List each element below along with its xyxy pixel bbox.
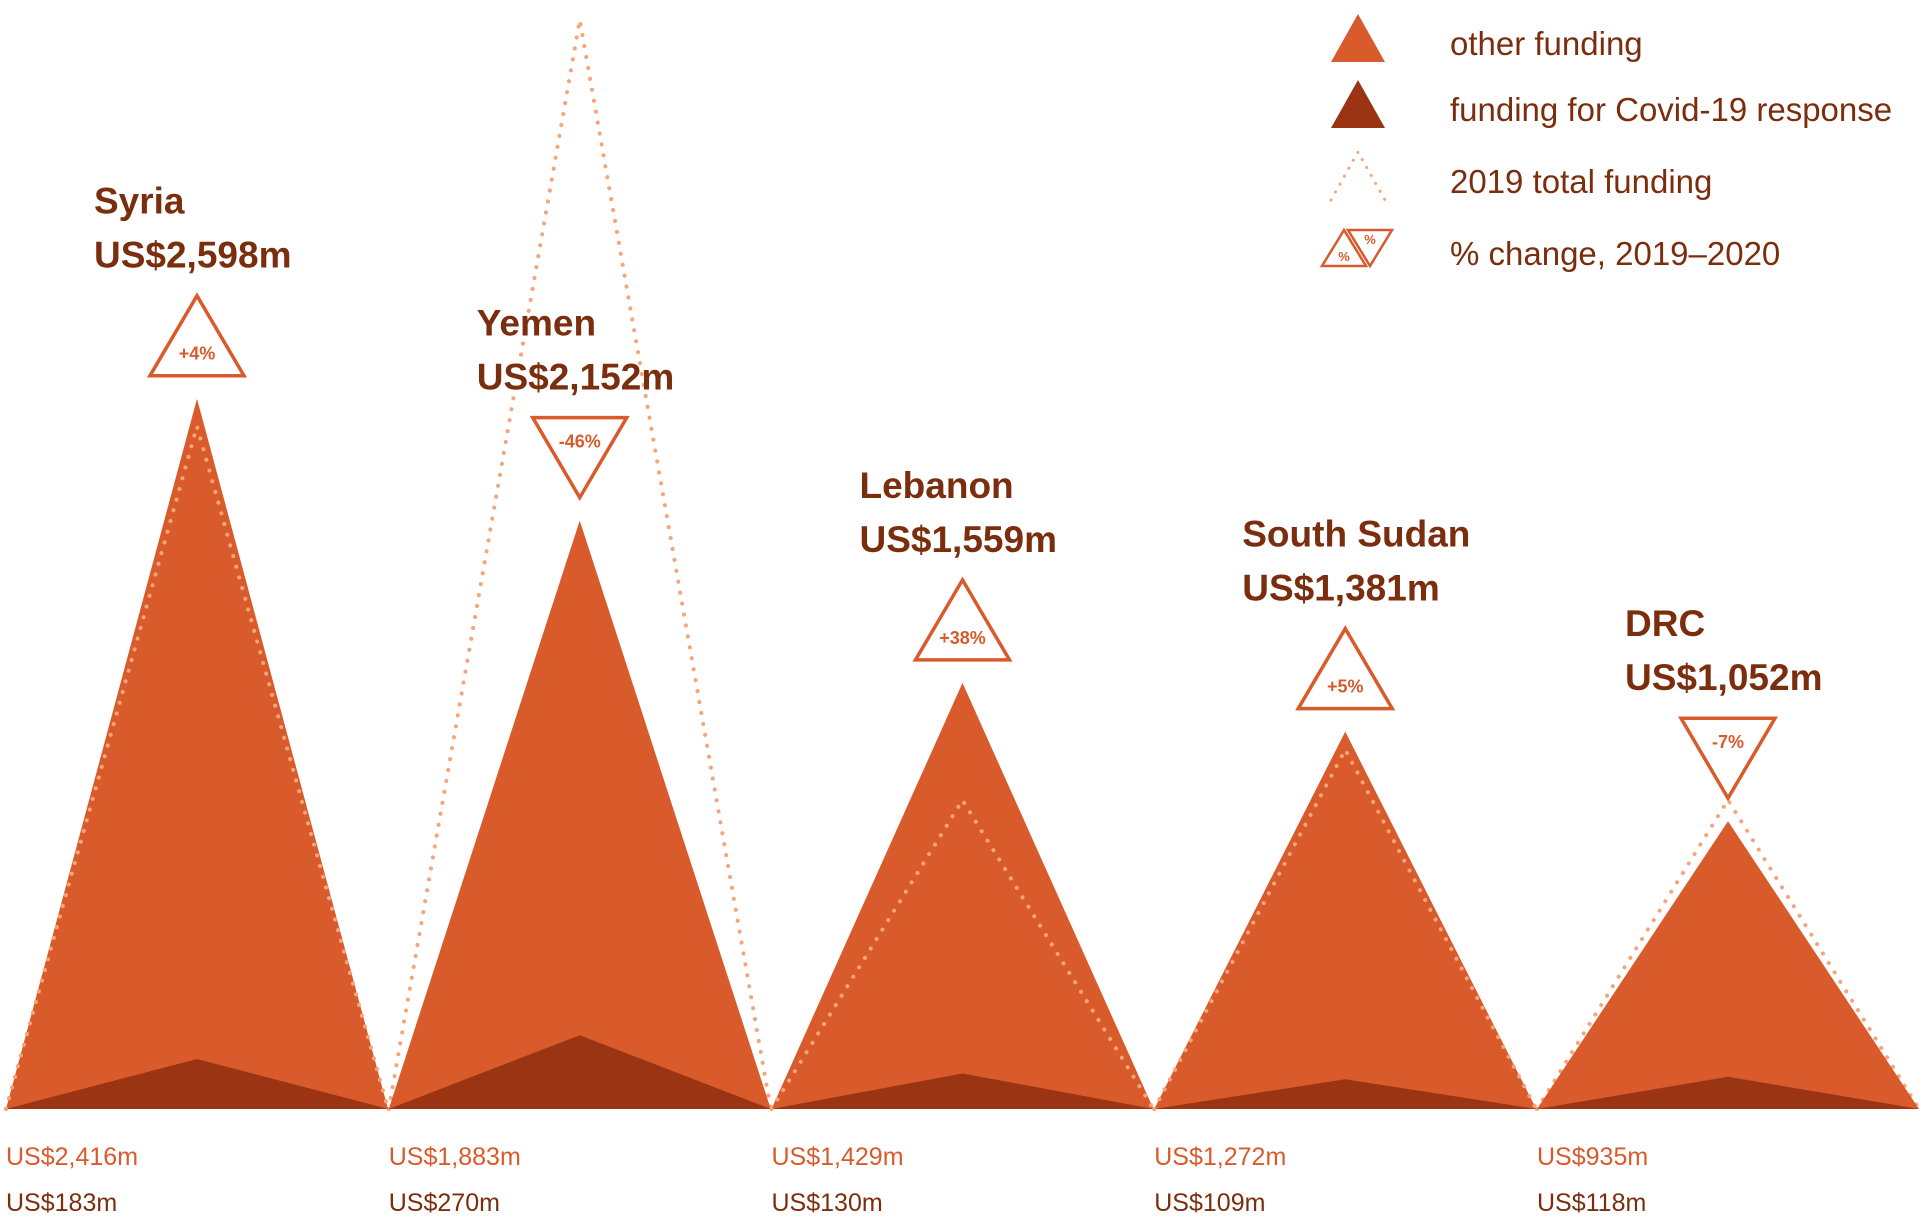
covid-funding-value-syria: US$183m (6, 1189, 117, 1217)
legend-label-total2019: 2019 total funding (1450, 163, 1712, 200)
total-2019-outline-drc (1535, 796, 1920, 1111)
legend-label-other: other funding (1450, 25, 1643, 62)
legend-change-up-pct: % (1338, 249, 1350, 264)
other-funding-triangle-lebanon (771, 682, 1154, 1109)
covid-funding-value-yemen: US$270m (389, 1189, 500, 1217)
covid-funding-triangle-yemen (388, 1035, 771, 1109)
other-funding-value-syria: US$2,416m (6, 1143, 138, 1171)
covid-funding-value-south-sudan: US$109m (1154, 1189, 1265, 1217)
country-total-lebanon: US$1,559m (860, 519, 1057, 560)
country-total-drc: US$1,052m (1625, 657, 1822, 698)
covid-funding-value-lebanon: US$130m (772, 1189, 883, 1217)
legend-change-up-icon (1319, 227, 1369, 268)
other-funding-triangle-yemen (388, 520, 771, 1109)
total-2019-outline-yemen (386, 19, 773, 1111)
country-name-syria: Syria (94, 181, 185, 222)
legend-2019-total-icon (1329, 148, 1387, 202)
other-funding-value-yemen: US$1,883m (389, 1143, 521, 1171)
change-badge-south-sudan (1295, 625, 1396, 711)
other-funding-triangle-south-sudan (1154, 731, 1537, 1109)
change-label-lebanon: +38% (939, 628, 986, 648)
other-funding-value-south-sudan: US$1,272m (1154, 1143, 1286, 1171)
country-total-syria: US$2,598m (94, 235, 291, 276)
change-badge-lebanon (912, 576, 1013, 662)
country-name-drc: DRC (1625, 603, 1705, 644)
change-label-drc: -7% (1712, 732, 1744, 752)
other-funding-value-lebanon: US$1,429m (772, 1143, 904, 1171)
covid-funding-triangle-south-sudan (1154, 1079, 1537, 1109)
covid-funding-triangle-drc (1537, 1076, 1919, 1109)
other-funding-triangle-syria (6, 398, 388, 1109)
change-badge-yemen (529, 415, 630, 502)
change-label-syria: +4% (179, 344, 216, 364)
legend-label-change: % change, 2019–2020 (1450, 235, 1780, 272)
total-2019-outline-front-lebanon (769, 796, 1156, 1111)
other-funding-triangle-drc (1537, 821, 1919, 1109)
country-name-lebanon: Lebanon (860, 465, 1014, 506)
change-label-yemen: -46% (559, 432, 601, 452)
total-2019-outline-front-syria (4, 418, 390, 1111)
legend-other-funding-icon (1331, 14, 1385, 62)
covid-funding-triangle-lebanon (771, 1073, 1154, 1109)
change-badge-syria (146, 292, 248, 378)
covid-funding-value-drc: US$118m (1537, 1189, 1646, 1217)
legend-label-covid: funding for Covid-19 response (1450, 91, 1892, 128)
total-2019-outline-front-south-sudan (1152, 745, 1539, 1111)
country-total-yemen: US$2,152m (477, 357, 674, 398)
legend-change-down-pct: % (1364, 232, 1376, 247)
change-badge-drc (1677, 716, 1779, 802)
country-total-south-sudan: US$1,381m (1242, 568, 1439, 609)
covid-funding-triangle-syria (6, 1058, 388, 1109)
legend-covid-funding-icon (1331, 80, 1385, 128)
change-label-south-sudan: +5% (1327, 677, 1364, 697)
country-name-south-sudan: South Sudan (1242, 514, 1470, 555)
country-name-yemen: Yemen (477, 303, 596, 344)
legend-change-down-icon (1345, 228, 1395, 269)
other-funding-value-drc: US$935m (1537, 1143, 1648, 1171)
